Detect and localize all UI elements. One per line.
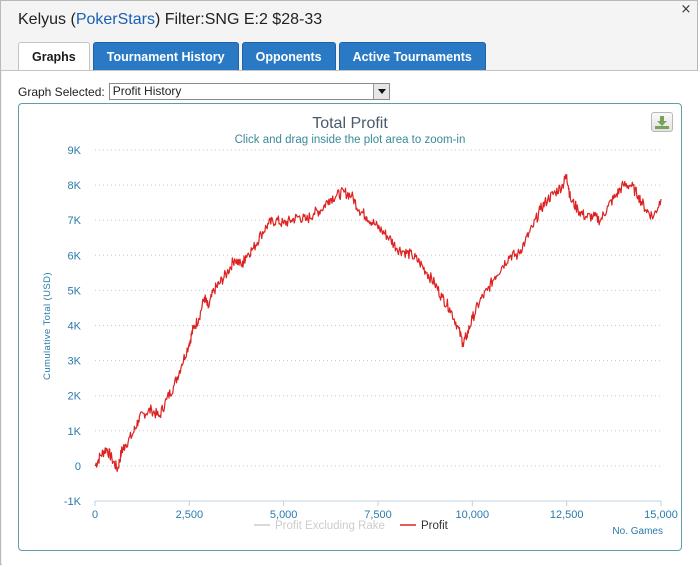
profit-chart[interactable]: Total Profit Click and drag inside the p… bbox=[19, 104, 681, 550]
x-tick-label: 12,500 bbox=[550, 509, 584, 521]
graphs-panel: Graph Selected: Profit History Total Pro… bbox=[2, 71, 698, 565]
tab-active-tournaments[interactable]: Active Tournaments bbox=[338, 42, 486, 70]
chart-title: Total Profit bbox=[312, 115, 388, 132]
tab-divider bbox=[1, 70, 697, 71]
download-button[interactable] bbox=[651, 112, 673, 132]
graph-selector-label: Graph Selected: bbox=[18, 84, 105, 99]
window-title: Kelyus (PokerStars) Filter:SNG E:2 $28-3… bbox=[18, 11, 322, 29]
y-tick-label: 3K bbox=[68, 356, 82, 368]
y-tick-label: 4K bbox=[68, 321, 82, 333]
chart-subtitle: Click and drag inside the plot area to z… bbox=[235, 134, 466, 146]
title-player: Kelyus bbox=[18, 11, 67, 28]
tab-tournament-history[interactable]: Tournament History bbox=[92, 42, 239, 70]
tab-bar: Graphs Tournament History Opponents Acti… bbox=[18, 42, 486, 71]
y-tick-label: 8K bbox=[68, 180, 82, 192]
chart-x-axis-label: No. Games bbox=[612, 526, 663, 537]
close-icon[interactable]: × bbox=[680, 2, 692, 17]
title-filter: ) Filter:SNG E:2 $28-33 bbox=[154, 11, 323, 28]
tab-graphs[interactable]: Graphs bbox=[18, 42, 90, 71]
graph-select-dropdown[interactable]: Profit History bbox=[108, 83, 390, 100]
graph-select-value: Profit History bbox=[112, 84, 182, 98]
series-profit-line[interactable] bbox=[94, 173, 662, 472]
x-tick-label: 0 bbox=[92, 509, 98, 521]
x-tick-label: 10,000 bbox=[456, 509, 490, 521]
y-tick-label: 6K bbox=[68, 250, 82, 262]
legend-label-rake[interactable]: Profit Excluding Rake bbox=[275, 520, 385, 532]
x-tick-label: 15,000 bbox=[644, 509, 678, 521]
x-tick-label: 5,000 bbox=[270, 509, 298, 521]
y-tick-label: 5K bbox=[68, 285, 82, 297]
y-tick-label: 9K bbox=[68, 145, 82, 157]
chart-y-axis-label: Cumulative Total (USD) bbox=[42, 272, 53, 380]
legend-label-profit[interactable]: Profit bbox=[421, 520, 449, 532]
y-tick-label: 0 bbox=[75, 461, 81, 473]
x-tick-label: 7,500 bbox=[364, 509, 392, 521]
y-tick-label: 1K bbox=[68, 426, 82, 438]
x-tick-label: 2,500 bbox=[176, 509, 204, 521]
graph-selector-row: Graph Selected: Profit History bbox=[18, 83, 390, 100]
tab-opponents[interactable]: Opponents bbox=[241, 42, 336, 70]
y-tick-label: 7K bbox=[68, 215, 82, 227]
download-icon bbox=[655, 116, 669, 129]
title-open-paren: ( bbox=[66, 11, 76, 28]
title-site-link[interactable]: PokerStars bbox=[75, 11, 155, 28]
y-tick-label: -1K bbox=[64, 496, 82, 508]
y-tick-label: 2K bbox=[68, 391, 82, 403]
chart-container: Total Profit Click and drag inside the p… bbox=[18, 103, 682, 551]
chevron-down-icon[interactable] bbox=[372, 84, 389, 99]
